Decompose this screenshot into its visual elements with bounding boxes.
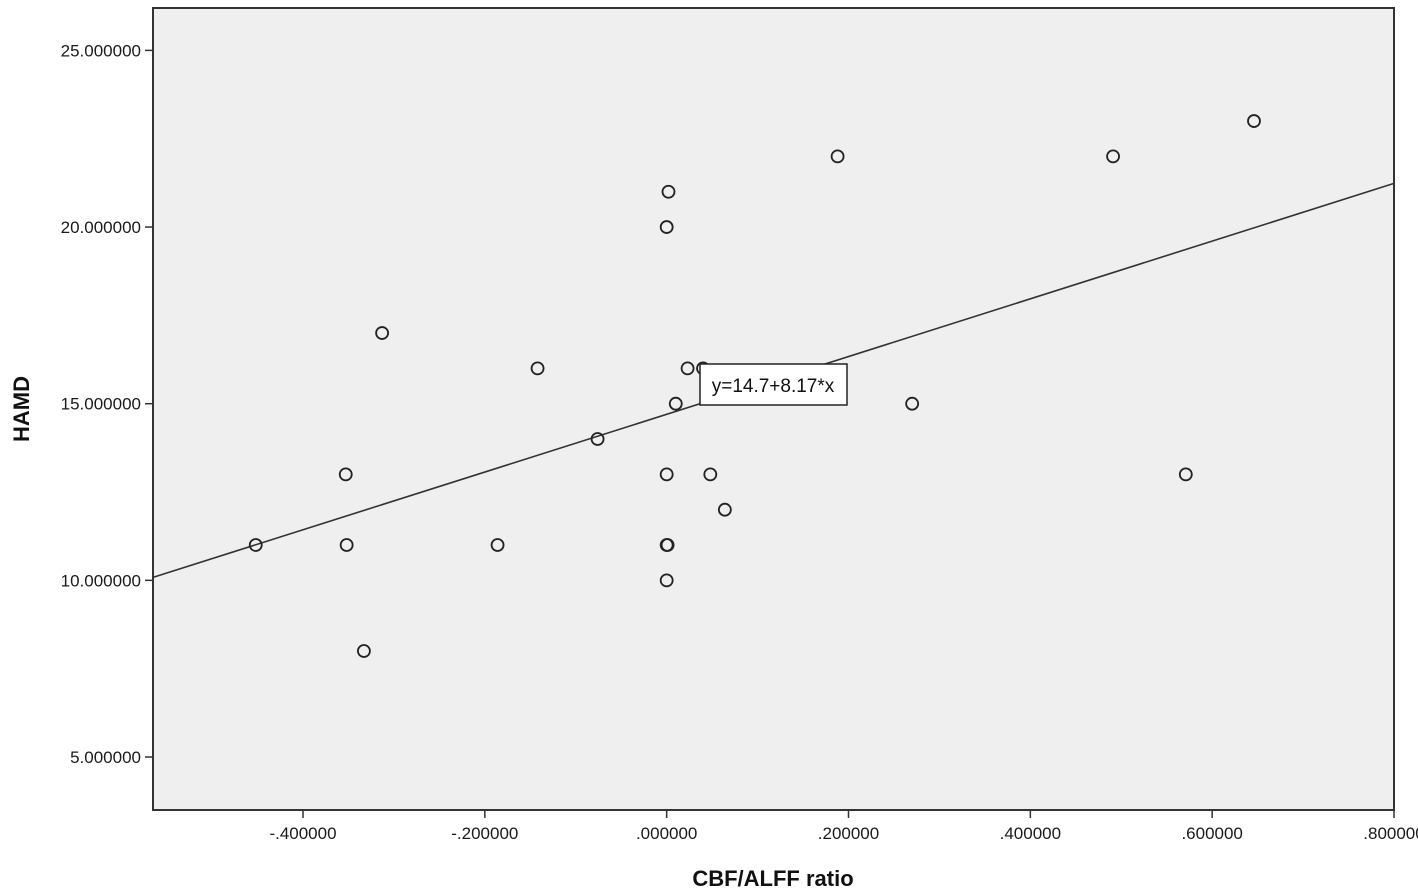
data-point <box>339 538 354 552</box>
data-point <box>680 361 695 376</box>
data-point <box>661 184 676 199</box>
y-tick-label: 10.000000 <box>61 571 141 590</box>
data-point <box>1178 467 1193 482</box>
data-points <box>248 114 1261 658</box>
data-point <box>590 432 605 446</box>
equation-text: y=14.7+8.17*x <box>712 376 835 397</box>
data-point <box>530 361 545 376</box>
x-tick-label: .600000 <box>1181 824 1242 843</box>
y-tick-label: 25.000000 <box>61 41 141 60</box>
regression-equation-label: y=14.7+8.17*x <box>699 363 848 406</box>
x-axis: -.400000 -.200000 .000000 .200000 .400000 .60… <box>269 810 1418 843</box>
x-tick-label: .200000 <box>818 824 879 843</box>
equation-box <box>699 363 848 406</box>
data-point <box>668 396 683 411</box>
data-point <box>659 573 674 588</box>
x-tick-label: -.200000 <box>451 824 518 843</box>
data-point <box>717 502 732 517</box>
plot-area <box>152 7 1395 811</box>
y-axis-title: HAMD <box>9 376 34 442</box>
data-point <box>659 220 674 234</box>
x-tick-label: .400000 <box>1000 824 1061 843</box>
y-tick-label: 15.000000 <box>61 395 141 414</box>
data-point <box>660 538 675 552</box>
x-axis-title: CBF/ALFF ratio <box>692 866 853 891</box>
data-point <box>830 149 845 164</box>
x-tick-label: -.400000 <box>269 824 336 843</box>
data-point <box>490 538 505 552</box>
y-tick-label: 5.000000 <box>70 748 141 767</box>
data-point <box>338 467 353 482</box>
x-tick-label: .000000 <box>636 824 697 843</box>
data-point <box>1247 114 1261 128</box>
data-point <box>375 326 390 340</box>
data-point <box>1106 149 1120 164</box>
x-tick-label: .800000 <box>1363 824 1418 843</box>
data-point <box>703 467 718 482</box>
data-point <box>659 467 674 482</box>
y-tick-label: 20.000000 <box>61 218 141 237</box>
y-axis: 5.000000 10.000000 15.000000 20.000000 25.00… <box>61 41 153 767</box>
data-point <box>357 644 371 658</box>
data-point <box>248 538 263 552</box>
data-point <box>905 396 920 411</box>
